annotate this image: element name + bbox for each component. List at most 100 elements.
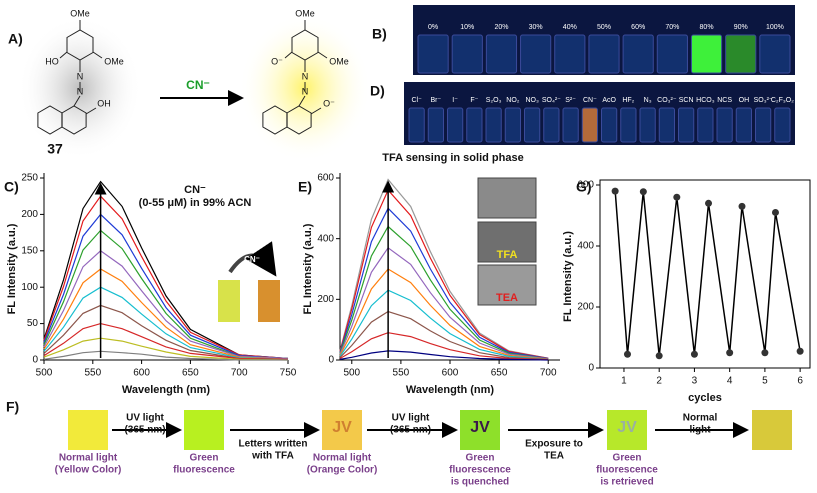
vial [725, 34, 757, 74]
point [761, 349, 769, 357]
sem-image [477, 221, 537, 263]
vial-label: AcO [602, 97, 616, 104]
atom-label: OH [97, 98, 111, 108]
y-axis-label: FL Intensity (a.u.) [562, 231, 574, 322]
x-tick-label: 5 [762, 376, 768, 387]
step-label: light [689, 425, 711, 436]
bond [59, 20, 103, 115]
y-tick-label: 0 [328, 355, 334, 366]
vial [716, 107, 733, 143]
atom-label: O⁻ [323, 98, 335, 108]
bond [284, 20, 328, 115]
x-tick-label: 600 [133, 368, 150, 379]
x-tick-label: 700 [540, 368, 557, 379]
vial [656, 34, 688, 74]
line-series [43, 180, 289, 360]
vial-label: OH [739, 97, 750, 104]
x-tick-label: 650 [491, 368, 508, 379]
vial-label: S₂O₃ [486, 97, 502, 104]
step-label: Normal [683, 413, 718, 424]
vial [759, 34, 791, 74]
panel-label: E) [298, 179, 312, 195]
y-tick-label: 200 [317, 294, 334, 305]
inset-label: CN⁻ [244, 255, 260, 264]
vial [543, 107, 560, 143]
vial [504, 107, 521, 143]
line-series [43, 322, 289, 360]
vial-label: S²⁻ [565, 97, 576, 104]
vial-label: HF₂ [622, 97, 634, 104]
line-series [43, 337, 289, 361]
x-tick-label: 650 [182, 368, 199, 379]
panel-label: C) [4, 179, 19, 195]
vial-label: Br⁻ [431, 97, 442, 104]
plot-frame [599, 179, 811, 369]
panel-label: F) [6, 399, 19, 415]
caption: fluorescence [596, 465, 658, 476]
vial [408, 107, 425, 143]
vial [466, 107, 483, 143]
y-tick-label: 100 [21, 282, 38, 293]
line-series [339, 268, 549, 360]
sample-photo [752, 410, 792, 450]
line-series [43, 350, 288, 361]
y-tick-label: 400 [577, 241, 594, 252]
step-label: with TFA [251, 451, 294, 462]
vial [735, 107, 752, 143]
vial-label: CN⁻ [583, 97, 597, 104]
vial [622, 34, 654, 74]
panel-label: G) [576, 179, 592, 195]
atom-label: OMe [70, 8, 90, 18]
x-tick-label: 3 [692, 376, 698, 387]
step-label: UV light [126, 413, 164, 424]
vial [520, 34, 552, 74]
vial [427, 107, 444, 143]
y-tick-label: 250 [21, 173, 38, 184]
panel-label: D) [370, 83, 385, 99]
inset-label: TFA [497, 249, 518, 261]
letters: JV [332, 419, 352, 436]
step-label: (365 nm) [390, 425, 431, 436]
x-axis-label: Wavelength (nm) [122, 384, 211, 396]
vial-label: 50% [597, 24, 611, 31]
vial-label: 0% [428, 24, 438, 31]
atom-label: OMe [104, 56, 124, 66]
sem-image [477, 264, 537, 306]
atom-label: N [77, 86, 84, 96]
x-tick-label: 700 [231, 368, 248, 379]
caption: (Yellow Color) [55, 465, 122, 476]
sample-photo [184, 410, 224, 450]
inset-arrow [228, 241, 277, 277]
sample-photo [322, 410, 362, 450]
vial [639, 107, 656, 143]
caption: is retrieved [600, 477, 653, 488]
y-tick-label: 200 [577, 302, 594, 313]
compound-number: 37 [47, 141, 63, 157]
line-series [339, 310, 549, 360]
y-axis-label: FL Intensity (a.u.) [6, 223, 18, 314]
point [655, 352, 663, 360]
point [673, 193, 681, 201]
x-tick-label: 4 [727, 376, 733, 387]
point [726, 349, 734, 357]
x-tick-label: 6 [797, 376, 803, 387]
panel-label: B) [372, 26, 387, 42]
ring [286, 105, 312, 135]
line-series [339, 289, 549, 360]
caption: is quenched [451, 477, 509, 488]
line-series [43, 304, 289, 360]
y-tick-label: 0 [588, 363, 594, 374]
line-series [339, 350, 549, 361]
vial [562, 107, 579, 143]
point [705, 199, 713, 207]
line-series [43, 250, 289, 360]
sample-photo [607, 410, 647, 450]
vial-label: N₃ [644, 97, 652, 104]
vial [554, 34, 586, 74]
vial-label: Cl⁻ [411, 97, 422, 104]
caption: Green [466, 453, 495, 464]
caption: (Orange Color) [307, 465, 378, 476]
caption: Normal light [313, 453, 372, 464]
ring [61, 105, 87, 135]
line-series [43, 268, 289, 360]
